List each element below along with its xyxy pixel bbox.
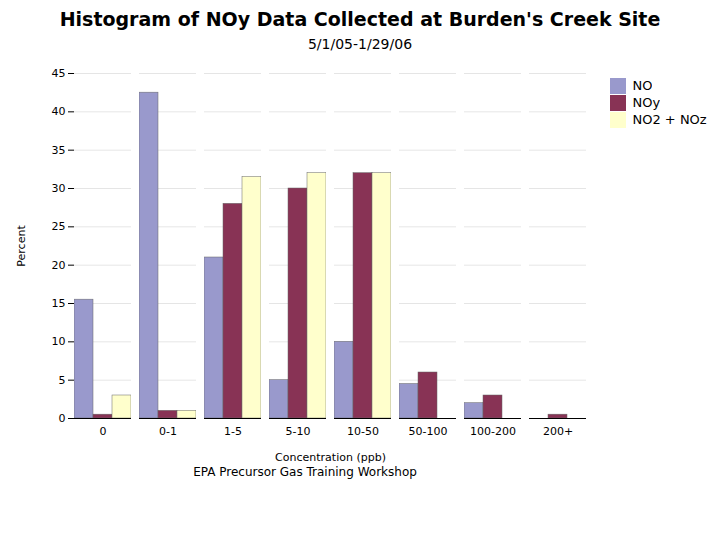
svg-text:5-10: 5-10: [286, 425, 311, 438]
svg-text:5: 5: [59, 373, 66, 386]
svg-text:0: 0: [59, 412, 66, 425]
svg-text:25: 25: [52, 220, 66, 233]
svg-text:35: 35: [52, 143, 66, 156]
svg-text:Concentration (ppb): Concentration (ppb): [275, 450, 386, 463]
svg-text:10-50: 10-50: [347, 425, 379, 438]
svg-text:100-200: 100-200: [470, 425, 516, 438]
svg-text:200+: 200+: [543, 425, 573, 438]
html-text:5/1/05-1/29/06: 5/1/05-1/29/06: [308, 35, 412, 52]
svg-text:50-100: 50-100: [409, 425, 448, 438]
svg-text:30: 30: [52, 182, 66, 195]
html-text:EPA Precursor Gas Training Wor: EPA Precursor Gas Training Workshop: [193, 464, 417, 479]
html-text:NOy: NOy: [632, 95, 661, 111]
html-text:NO2 + NOz: NO2 + NOz: [632, 112, 707, 128]
html-text:NO: NO: [632, 78, 653, 94]
html-text:Histogram of NOy Data Collecte: Histogram of NOy Data Collected at Burde…: [59, 8, 661, 30]
svg-text:15: 15: [52, 297, 66, 310]
svg-text:40: 40: [52, 105, 66, 118]
svg-text:0: 0: [100, 425, 107, 438]
svg-text:45: 45: [52, 67, 66, 80]
svg-text:10: 10: [52, 335, 66, 348]
svg-text:1-5: 1-5: [224, 425, 242, 438]
svg-text:0-1: 0-1: [159, 425, 177, 438]
svg-text:Percent: Percent: [15, 224, 28, 266]
svg-text:20: 20: [52, 258, 66, 271]
